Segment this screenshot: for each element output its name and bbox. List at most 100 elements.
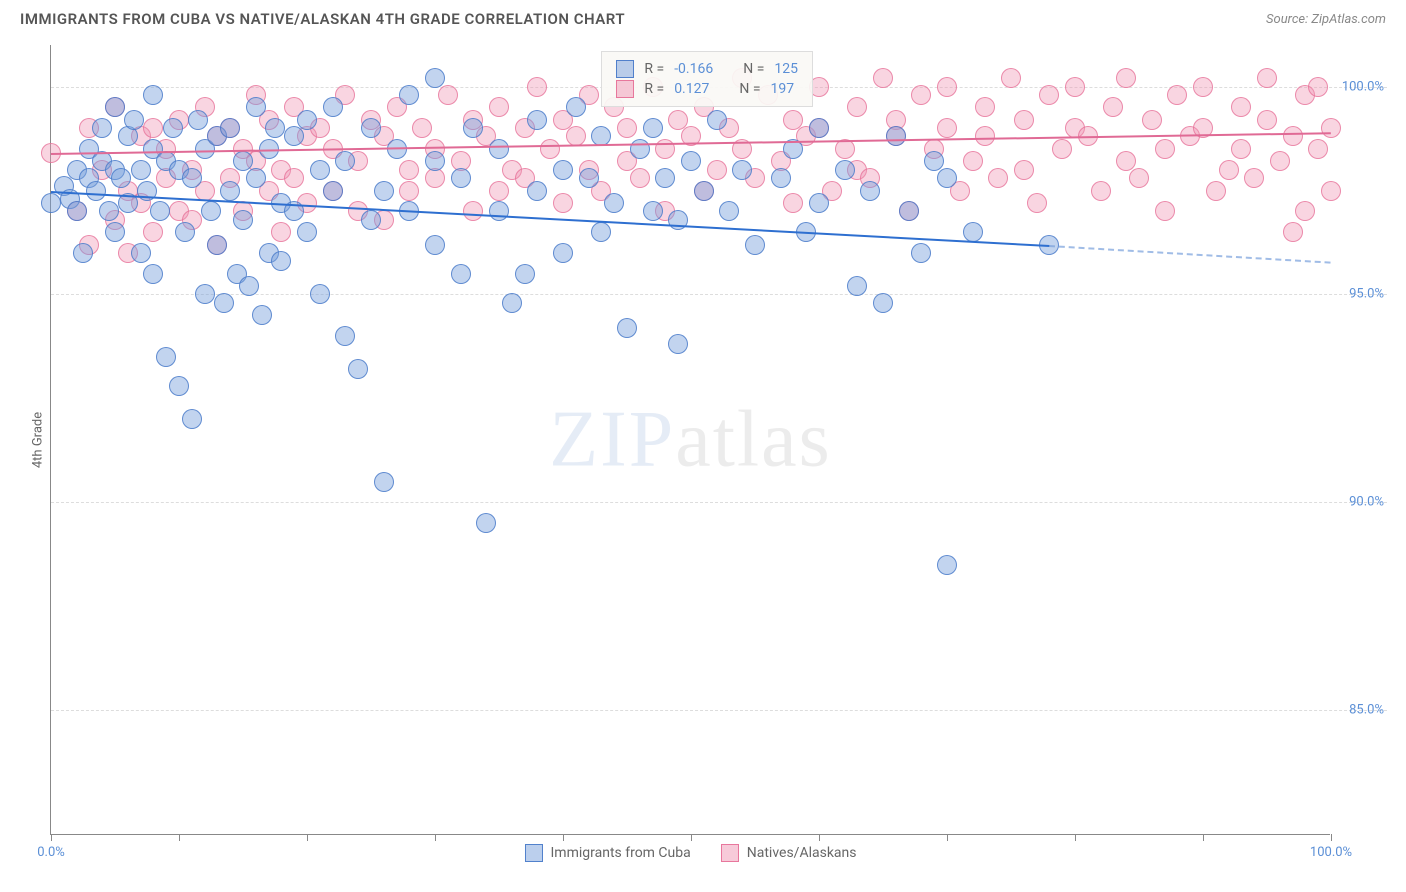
scatter-marker bbox=[425, 235, 445, 255]
scatter-marker bbox=[1231, 139, 1251, 159]
y-tick-label: 90.0% bbox=[1349, 495, 1384, 510]
r-value: -0.166 bbox=[674, 61, 713, 77]
scatter-marker bbox=[489, 201, 509, 221]
scatter-marker bbox=[783, 193, 803, 213]
x-tick bbox=[307, 834, 308, 841]
scatter-marker bbox=[630, 139, 650, 159]
n-value: 197 bbox=[771, 81, 795, 97]
x-tick bbox=[435, 834, 436, 841]
scatter-marker bbox=[1295, 201, 1315, 221]
scatter-marker bbox=[207, 235, 227, 255]
n-label: N = bbox=[743, 61, 764, 77]
x-tick bbox=[179, 834, 180, 841]
scatter-marker bbox=[188, 110, 208, 130]
scatter-marker bbox=[886, 126, 906, 146]
scatter-marker bbox=[707, 110, 727, 130]
scatter-marker bbox=[131, 243, 151, 263]
scatter-marker bbox=[105, 97, 125, 117]
r-value: 0.127 bbox=[674, 81, 709, 97]
scatter-marker bbox=[1308, 77, 1328, 97]
scatter-marker bbox=[873, 68, 893, 88]
scatter-marker bbox=[86, 181, 106, 201]
scatter-marker bbox=[617, 118, 637, 138]
scatter-marker bbox=[1014, 110, 1034, 130]
scatter-marker bbox=[310, 284, 330, 304]
scatter-marker bbox=[937, 168, 957, 188]
scatter-marker bbox=[374, 181, 394, 201]
scatter-marker bbox=[150, 201, 170, 221]
scatter-marker bbox=[374, 472, 394, 492]
scatter-marker bbox=[975, 126, 995, 146]
scatter-marker bbox=[175, 222, 195, 242]
scatter-marker bbox=[502, 293, 522, 313]
scatter-marker bbox=[143, 222, 163, 242]
scatter-marker bbox=[451, 168, 471, 188]
scatter-marker bbox=[1027, 193, 1047, 213]
scatter-marker bbox=[323, 97, 343, 117]
scatter-marker bbox=[655, 168, 675, 188]
scatter-marker bbox=[630, 168, 650, 188]
correlation-legend: R =-0.166N =125R =0.127N =197 bbox=[601, 51, 813, 107]
scatter-marker bbox=[1308, 139, 1328, 159]
x-tick-label: 0.0% bbox=[37, 845, 65, 860]
scatter-marker bbox=[489, 139, 509, 159]
scatter-marker bbox=[975, 97, 995, 117]
y-axis-label: 4th Grade bbox=[31, 412, 46, 468]
scatter-marker bbox=[566, 97, 586, 117]
scatter-marker bbox=[1001, 68, 1021, 88]
scatter-marker bbox=[92, 118, 112, 138]
scatter-marker bbox=[335, 151, 355, 171]
scatter-marker bbox=[911, 85, 931, 105]
scatter-marker bbox=[1270, 151, 1290, 171]
scatter-marker bbox=[527, 77, 547, 97]
series-legend: Immigrants from Cuba Natives/Alaskans bbox=[524, 844, 856, 862]
x-tick bbox=[1203, 834, 1204, 841]
scatter-marker bbox=[201, 201, 221, 221]
scatter-marker bbox=[1116, 68, 1136, 88]
scatter-marker bbox=[835, 160, 855, 180]
scatter-marker bbox=[220, 118, 240, 138]
gridline bbox=[51, 502, 1387, 503]
scatter-marker bbox=[1091, 181, 1111, 201]
legend-row: R =0.127N =197 bbox=[616, 80, 798, 98]
plot-area: ZIPatlas 85.0%90.0%95.0%100.0%0.0%100.0%… bbox=[50, 45, 1330, 835]
x-tick bbox=[947, 834, 948, 841]
scatter-marker bbox=[1219, 160, 1239, 180]
scatter-marker bbox=[143, 85, 163, 105]
x-tick bbox=[819, 834, 820, 841]
y-tick-label: 85.0% bbox=[1349, 703, 1384, 718]
legend-item: Natives/Alaskans bbox=[721, 844, 857, 862]
watermark-bold: ZIP bbox=[549, 395, 675, 483]
scatter-marker bbox=[527, 181, 547, 201]
chart-container: 4th Grade ZIPatlas 85.0%90.0%95.0%100.0%… bbox=[50, 45, 1386, 835]
legend-swatch bbox=[721, 844, 739, 862]
scatter-marker bbox=[860, 181, 880, 201]
scatter-marker bbox=[963, 222, 983, 242]
legend-swatch bbox=[524, 844, 542, 862]
scatter-marker bbox=[937, 118, 957, 138]
scatter-marker bbox=[195, 284, 215, 304]
scatter-marker bbox=[591, 222, 611, 242]
scatter-marker bbox=[1103, 97, 1123, 117]
scatter-marker bbox=[463, 201, 483, 221]
scatter-marker bbox=[643, 201, 663, 221]
scatter-marker bbox=[1257, 68, 1277, 88]
scatter-marker bbox=[1065, 77, 1085, 97]
scatter-marker bbox=[1155, 139, 1175, 159]
legend-swatch bbox=[616, 80, 634, 98]
scatter-marker bbox=[99, 201, 119, 221]
scatter-marker bbox=[265, 118, 285, 138]
scatter-marker bbox=[937, 555, 957, 575]
r-label: R = bbox=[644, 61, 664, 77]
scatter-marker bbox=[809, 118, 829, 138]
scatter-marker bbox=[745, 235, 765, 255]
scatter-marker bbox=[476, 513, 496, 533]
watermark-thin: atlas bbox=[675, 395, 832, 483]
scatter-marker bbox=[182, 409, 202, 429]
watermark: ZIPatlas bbox=[549, 394, 832, 485]
scatter-marker bbox=[451, 264, 471, 284]
scatter-marker bbox=[489, 181, 509, 201]
scatter-marker bbox=[156, 347, 176, 367]
legend-label: Immigrants from Cuba bbox=[550, 845, 690, 861]
gridline bbox=[51, 710, 1387, 711]
